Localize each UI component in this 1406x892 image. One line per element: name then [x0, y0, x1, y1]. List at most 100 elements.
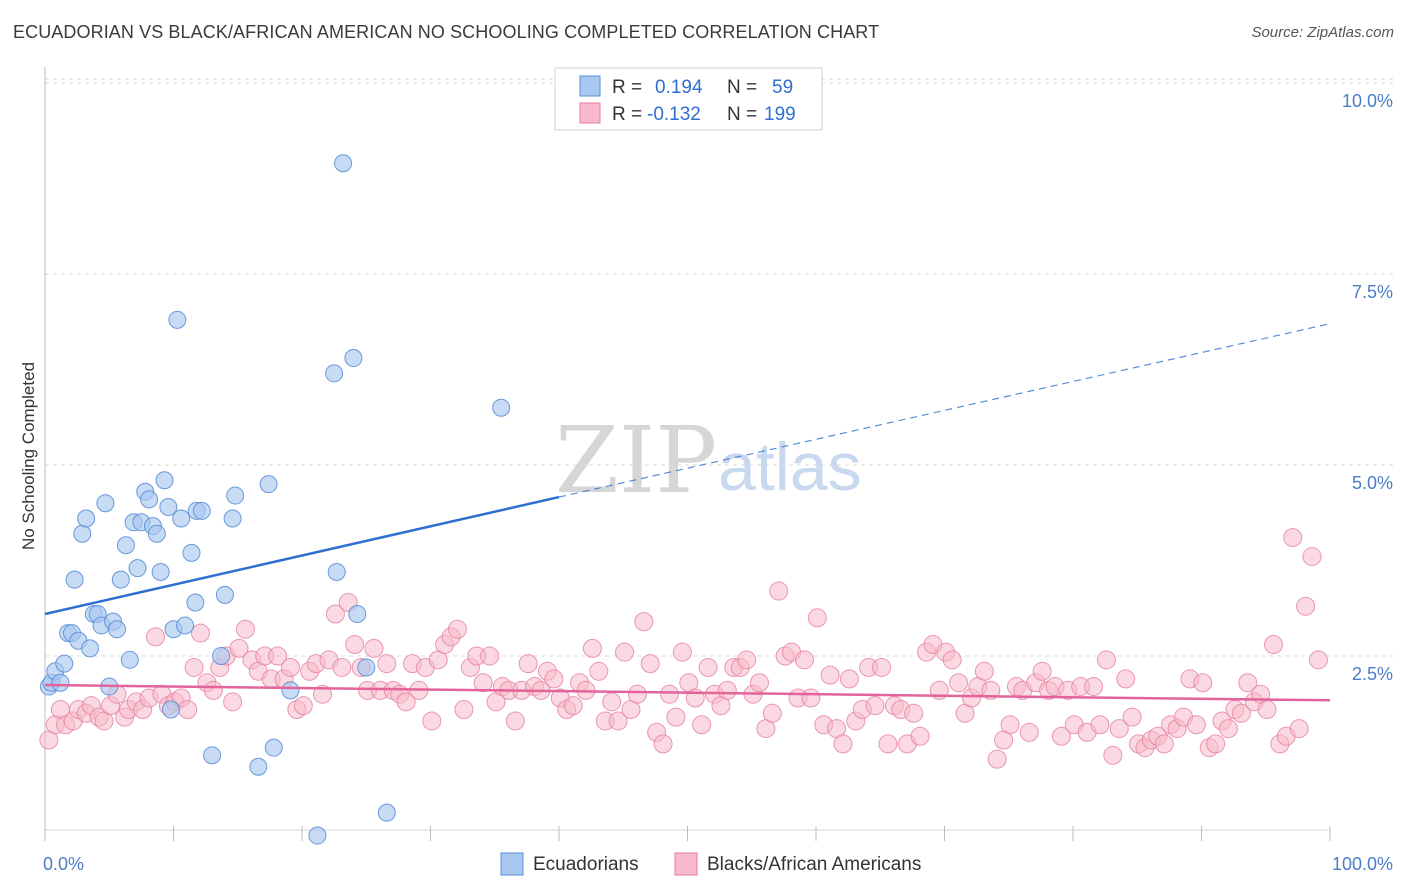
data-point-ecuadorians: [281, 681, 300, 700]
bottom-legend-swatch-blacks: [674, 852, 698, 876]
data-point-ecuadorians: [128, 559, 147, 578]
data-point-ecuadorians: [77, 509, 96, 528]
data-point-blacks: [190, 623, 210, 643]
data-point-blacks: [223, 692, 243, 712]
data-point-ecuadorians: [249, 757, 268, 776]
data-point-blacks: [1122, 707, 1142, 727]
data-point-ecuadorians: [159, 498, 178, 517]
legend-r-label-blacks: R =: [612, 104, 642, 125]
data-point-blacks: [801, 688, 821, 708]
data-point-blacks: [332, 657, 352, 677]
data-point-blacks: [1296, 596, 1316, 616]
data-point-blacks: [1206, 734, 1226, 754]
data-point-blacks: [184, 657, 204, 677]
data-point-ecuadorians: [226, 486, 245, 505]
x-tick-label-min: 0.0%: [43, 854, 84, 874]
data-point-blacks: [987, 749, 1007, 769]
data-point-ecuadorians: [176, 616, 195, 635]
data-point-ecuadorians: [203, 746, 222, 765]
series-ecuadorians: [39, 154, 511, 845]
data-point-blacks: [1302, 547, 1322, 567]
data-point-blacks: [203, 680, 223, 700]
data-point-ecuadorians: [155, 471, 174, 490]
data-point-ecuadorians: [51, 673, 70, 692]
data-point-ecuadorians: [182, 543, 201, 562]
data-point-blacks: [1109, 719, 1129, 739]
y-axis-label: No Schooling Completed: [19, 362, 38, 550]
data-point-blacks: [454, 699, 474, 719]
data-point-blacks: [396, 692, 416, 712]
data-point-blacks: [672, 642, 692, 662]
data-point-blacks: [1218, 719, 1238, 739]
data-point-blacks: [974, 661, 994, 681]
grid-lines: [45, 78, 1393, 657]
data-point-blacks: [865, 696, 885, 716]
data-point-blacks: [268, 646, 288, 666]
data-point-blacks: [518, 654, 538, 674]
watermark-atlas: atlas: [718, 429, 862, 505]
data-point-blacks: [280, 657, 300, 677]
data-point-blacks: [1308, 650, 1328, 670]
data-point-blacks: [325, 604, 345, 624]
data-point-ecuadorians: [308, 826, 327, 845]
data-point-blacks: [666, 707, 686, 727]
data-point-blacks: [698, 657, 718, 677]
legend-r-value-blacks: -0.132: [647, 104, 701, 125]
data-point-blacks: [563, 696, 583, 716]
data-point-blacks: [1000, 715, 1020, 735]
data-point-blacks: [1032, 661, 1052, 681]
data-point-blacks: [872, 657, 892, 677]
data-point-ecuadorians: [120, 650, 139, 669]
data-point-blacks: [942, 650, 962, 670]
bottom-legend-label-ecuadorians: Ecuadorians: [533, 854, 639, 875]
legend-swatch-ecuadorians: [579, 75, 601, 97]
bottom-legend-swatch-ecuadorians: [500, 852, 524, 876]
legend-n-label-ecuadorians: N =: [727, 77, 757, 98]
data-point-blacks: [589, 661, 609, 681]
data-point-blacks: [1096, 650, 1116, 670]
data-point-blacks: [1289, 719, 1309, 739]
data-point-ecuadorians: [223, 509, 242, 528]
data-point-ecuadorians: [96, 494, 115, 513]
data-point-blacks: [1051, 726, 1071, 746]
data-point-ecuadorians: [111, 570, 130, 589]
data-point-ecuadorians: [264, 738, 283, 757]
data-point-ecuadorians: [492, 398, 511, 417]
data-point-blacks: [839, 669, 859, 689]
correlation-legend: R = 0.194 N = 59 R = -0.132 N = 199: [554, 67, 823, 131]
data-point-blacks: [345, 635, 365, 655]
data-point-blacks: [1084, 677, 1104, 697]
data-point-ecuadorians: [327, 562, 346, 581]
data-point-ecuadorians: [140, 490, 159, 509]
data-point-blacks: [949, 673, 969, 693]
data-point-blacks: [447, 619, 467, 639]
data-point-ecuadorians: [55, 654, 74, 673]
legend-n-value-ecuadorians: 59: [772, 77, 793, 98]
data-point-blacks: [904, 703, 924, 723]
data-point-blacks: [544, 669, 564, 689]
y-tick-label: 2.5%: [1352, 664, 1393, 684]
data-point-ecuadorians: [334, 154, 353, 173]
data-point-ecuadorians: [344, 349, 363, 368]
data-point-blacks: [627, 684, 647, 704]
data-point-blacks: [653, 734, 673, 754]
data-point-blacks: [602, 692, 622, 712]
data-point-ecuadorians: [147, 524, 166, 543]
data-point-blacks: [1116, 669, 1136, 689]
data-point-ecuadorians: [212, 647, 231, 665]
x-tick-label-max: 100.0%: [1332, 854, 1393, 874]
data-point-blacks: [377, 654, 397, 674]
data-point-blacks: [634, 612, 654, 632]
data-point-ecuadorians: [348, 604, 367, 623]
data-point-blacks: [1283, 528, 1303, 548]
data-point-blacks: [981, 680, 1001, 700]
data-point-blacks: [364, 638, 384, 658]
data-point-ecuadorians: [116, 536, 135, 555]
data-point-blacks: [146, 627, 166, 647]
data-point-blacks: [1186, 715, 1206, 735]
y-tick-labels: 2.5% 5.0% 7.5% 10.0%: [1342, 91, 1393, 684]
data-point-blacks: [473, 673, 493, 693]
legend-n-value-blacks: 199: [764, 104, 796, 125]
data-point-ecuadorians: [172, 509, 191, 528]
